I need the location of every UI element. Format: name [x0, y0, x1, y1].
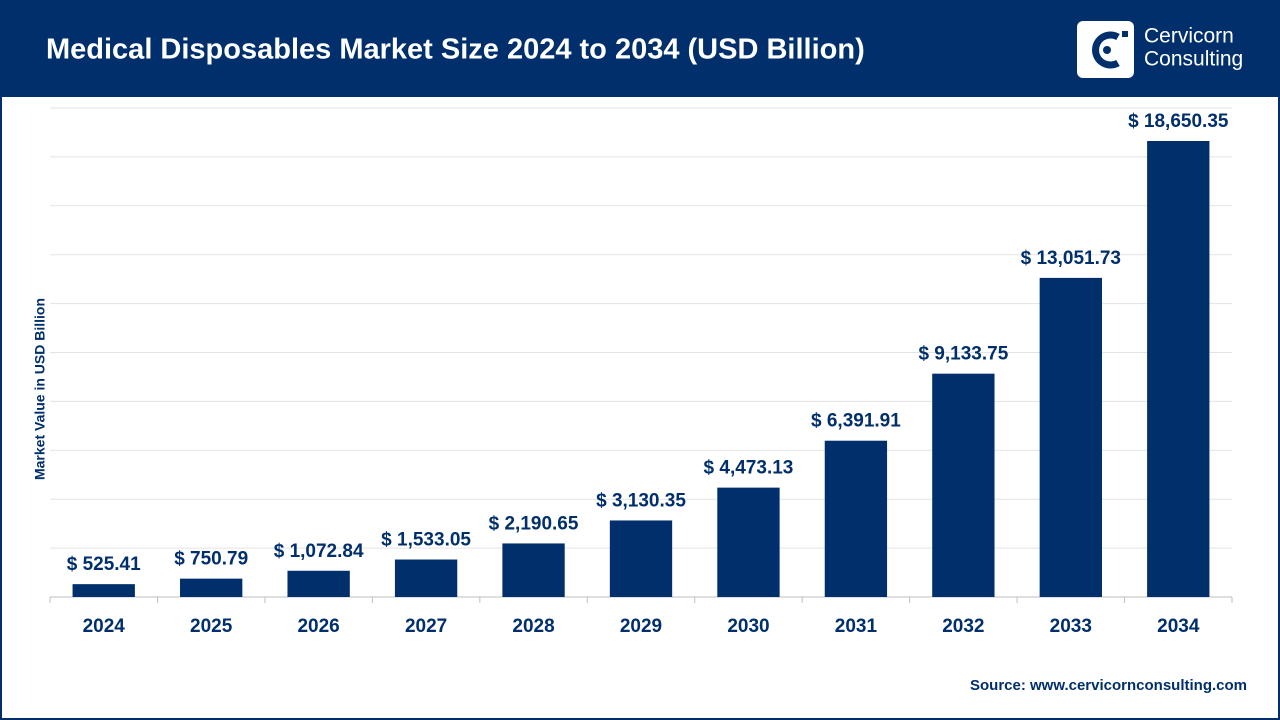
value-label: $ 1,072.84	[274, 541, 364, 562]
y-axis-label: Market Value in USD Billion	[32, 298, 48, 480]
bar	[394, 559, 458, 597]
x-tick-label: 2026	[297, 616, 339, 637]
value-label: $ 3,130.35	[596, 490, 686, 511]
x-tick-label: 2030	[727, 616, 769, 637]
logo-dot	[1103, 46, 1111, 54]
value-label: $ 13,051.73	[1021, 248, 1121, 269]
value-label: $ 18,650.35	[1128, 111, 1229, 132]
bar	[502, 543, 565, 597]
bar	[1039, 277, 1102, 597]
bar	[932, 373, 995, 597]
x-tick-label: 2032	[942, 616, 984, 637]
value-label: $ 1,533.05	[381, 530, 471, 551]
source: Source: www.cervicornconsulting.com	[970, 677, 1247, 694]
brand-line: Cervicorn	[1144, 25, 1234, 48]
chart-title: Medical Disposables Market Size 2024 to …	[46, 34, 865, 66]
x-tick-label: 2024	[83, 616, 126, 637]
bar	[180, 578, 243, 597]
bar	[609, 520, 673, 597]
logo-mark	[1092, 31, 1120, 69]
x-tick-label: 2025	[190, 616, 233, 637]
value-label: $ 9,133.75	[918, 344, 1008, 365]
value-label: $ 4,473.13	[704, 458, 794, 479]
brand-line: Consulting	[1144, 48, 1243, 71]
value-label: $ 2,190.65	[489, 513, 579, 534]
value-label: $ 6,391.91	[811, 411, 901, 432]
value-label: $ 525.41	[67, 554, 141, 575]
bar	[1147, 140, 1210, 597]
header	[0, 0, 1280, 97]
x-tick-label: 2028	[512, 616, 554, 637]
bar	[72, 584, 135, 597]
logo-square	[1122, 31, 1128, 37]
x-tick-label: 2033	[1050, 616, 1092, 637]
bar	[717, 487, 780, 597]
x-tick-label: 2027	[405, 616, 447, 637]
value-label: $ 750.79	[174, 549, 248, 570]
bar	[824, 440, 888, 597]
x-tick-label: 2034	[1157, 616, 1200, 637]
x-tick-label: 2029	[620, 616, 662, 637]
x-tick-label: 2031	[835, 616, 878, 637]
bar	[287, 570, 350, 597]
